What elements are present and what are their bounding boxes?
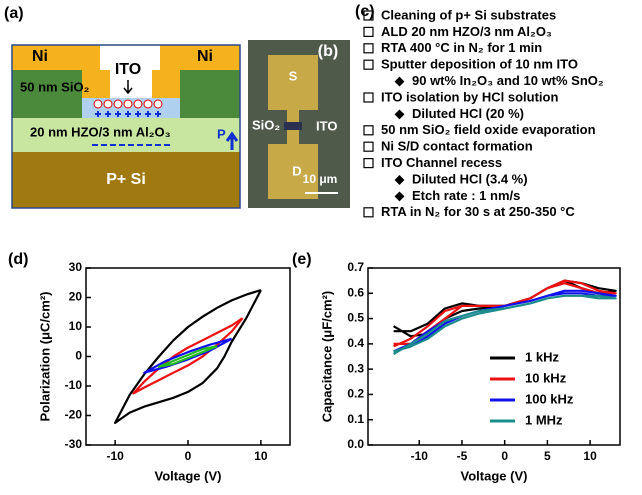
x-tick-label: 0 [501,449,508,463]
step-text: Sputter deposition of 10 nm ITO [381,57,578,72]
step-text: 50 nm SiO₂ field oxide evaporation [381,122,596,137]
y-tick-label: 0 [75,349,82,363]
drain-neck [287,128,299,144]
step-text: RTA 400 °C in N₂ for 1 min [381,40,542,55]
panel-label: (b) [318,43,338,60]
step-text: ITO isolation by HCl solution [381,89,558,104]
panel-label: (e) [292,251,312,268]
sub-step-text: Etch rate : 1 nm/s [412,188,520,203]
y-axis-label: Polarization (μC/cm²) [37,291,52,421]
y-tick-label: 0.6 [347,285,364,299]
checkbox [364,60,373,69]
sub-step-text: Diluted HCl (3.4 %) [412,171,528,186]
source-label: S [289,68,298,83]
y-tick-label: 0.7 [347,260,364,274]
channel [284,122,302,130]
ito-arrow [124,80,132,93]
x-tick-label: 5 [544,449,551,463]
checkbox [364,208,373,217]
drain-label: D [292,163,301,178]
x-tick-label: -10 [411,449,429,463]
bullet [395,77,405,87]
checkbox [364,126,373,135]
panel-label: (a) [4,5,24,22]
ni-label: Ni [32,48,48,65]
y-tick-label: 0.2 [347,387,364,401]
y-tick-label: 0.3 [347,361,364,375]
x-tick-label: 10 [583,449,597,463]
legend-label: 100 kHz [525,391,574,406]
x-tick-label: 10 [254,449,268,463]
bullet [395,109,405,119]
bullet [395,175,405,185]
y-tick-label: 10 [69,319,83,333]
panel-label: (c) [355,3,375,20]
legend-label: 1 kHz [525,349,559,364]
y-tick-label: 0.0 [347,437,364,451]
y-tick-label: 0.5 [347,311,364,325]
panel-label: (d) [8,251,28,268]
checkbox [364,27,373,36]
x-tick-label: 0 [185,449,192,463]
x-axis-label: Voltage (V) [461,468,528,483]
panel-b: (b) S SiO₂ ITO D 10 μm [248,40,350,208]
scale-label: 10 μm [303,172,338,186]
legend-label: 1 MHz [525,412,563,427]
y-tick-label: -20 [65,408,83,422]
sub-step-text: 90 wt% In₂O₃ and 10 wt% SnO₂ [412,73,604,88]
sub-step-text: Diluted HCl (20 %) [412,106,524,121]
step-text: RTA in N₂ for 30 s at 250-350 °C [381,204,575,219]
ito-label: ITO [316,118,337,133]
step-text: ITO Channel recess [381,155,502,170]
ito-label: ITO [115,61,141,78]
y-tick-label: 0.4 [347,336,364,350]
x-tick-label: -10 [106,449,124,463]
y-tick-label: 20 [69,290,83,304]
checkbox [364,44,373,53]
legend-label: 10 kHz [525,370,567,385]
figure: (a) Ni Ni ITO 50 nm SiO₂ 20 nm HZO/3 nm … [0,0,642,495]
checkbox [364,159,373,168]
sio2-label: 50 nm SiO₂ [20,79,90,94]
x-axis-label: Voltage (V) [155,468,222,483]
sio2-right [180,70,240,118]
ni-label: Ni [197,48,213,65]
sio2-label: SiO₂ [252,117,280,132]
y-tick-label: 0.1 [347,412,364,426]
step-text: ALD 20 nm HZO/3 nm Al₂O₃ [381,24,552,39]
series-line [115,290,261,423]
step-text: Cleaning of p+ Si substrates [381,7,556,22]
series-line [394,291,616,352]
x-tick-label: -5 [457,449,468,463]
y-tick-label: 30 [69,260,83,274]
y-tick-label: -10 [65,378,83,392]
bullet [395,191,405,201]
p-label: P [217,126,226,141]
source-neck [287,110,299,124]
series-line [159,346,217,367]
step-text: Ni S/D contact formation [381,139,533,154]
checkbox [364,142,373,151]
panel-a: (a) Ni Ni ITO 50 nm SiO₂ 20 nm HZO/3 nm … [4,5,240,208]
y-axis-label: Capacitance (μF/cm²) [319,291,334,423]
y-tick-label: -30 [65,437,83,451]
checkbox [364,93,373,102]
stack-label: 20 nm HZO/3 nm Al₂O₃ [30,124,171,139]
substrate-label: P+ Si [106,171,146,188]
